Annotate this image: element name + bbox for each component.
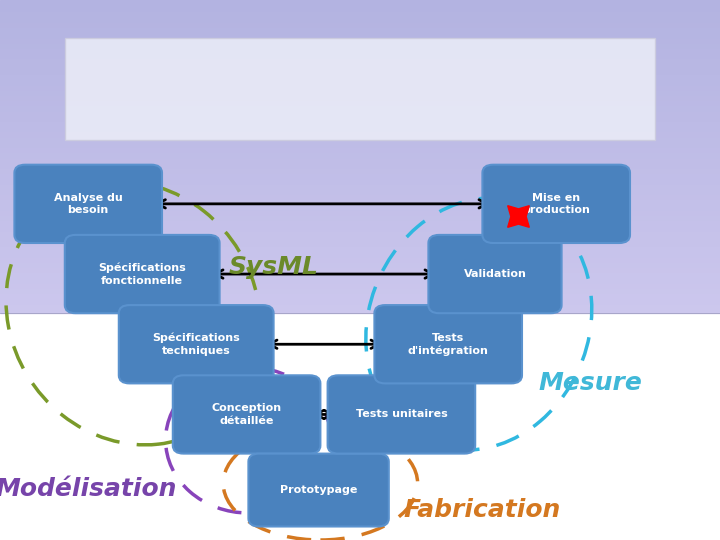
Text: Analyse du
besoin: Analyse du besoin bbox=[54, 193, 122, 215]
Text: Validation: Validation bbox=[464, 269, 526, 279]
Bar bbox=[0, 256, 720, 261]
Bar bbox=[0, 120, 720, 125]
Bar bbox=[0, 204, 720, 209]
Text: Spécifications
fonctionnelle: Spécifications fonctionnelle bbox=[99, 262, 186, 286]
Bar bbox=[0, 240, 720, 245]
Bar bbox=[0, 151, 720, 157]
Bar bbox=[0, 193, 720, 198]
Bar bbox=[0, 198, 720, 204]
Text: Tests
d'intégration: Tests d'intégration bbox=[408, 333, 489, 356]
Bar bbox=[0, 0, 720, 5]
Bar bbox=[0, 57, 720, 63]
FancyBboxPatch shape bbox=[328, 375, 475, 454]
Bar bbox=[0, 303, 720, 308]
Bar bbox=[0, 172, 720, 178]
Bar bbox=[0, 266, 720, 272]
FancyBboxPatch shape bbox=[65, 38, 655, 140]
Text: Mesure: Mesure bbox=[539, 372, 642, 395]
Bar bbox=[0, 251, 720, 256]
Bar bbox=[0, 26, 720, 31]
Bar bbox=[0, 188, 720, 193]
Text: SysML: SysML bbox=[229, 255, 318, 279]
FancyBboxPatch shape bbox=[65, 235, 220, 313]
Bar bbox=[0, 42, 720, 47]
Bar bbox=[0, 230, 720, 235]
Bar bbox=[0, 110, 720, 115]
Bar bbox=[0, 141, 720, 146]
Bar bbox=[0, 37, 720, 42]
Bar bbox=[0, 63, 720, 68]
Bar bbox=[0, 225, 720, 230]
Bar bbox=[0, 89, 720, 94]
FancyBboxPatch shape bbox=[119, 305, 274, 383]
Bar bbox=[0, 5, 720, 10]
Bar bbox=[0, 115, 720, 120]
FancyBboxPatch shape bbox=[482, 165, 630, 243]
Bar bbox=[0, 10, 720, 16]
Bar bbox=[0, 183, 720, 188]
Bar bbox=[0, 313, 720, 540]
Bar bbox=[0, 308, 720, 313]
Bar bbox=[0, 99, 720, 104]
Bar bbox=[0, 84, 720, 89]
Bar bbox=[0, 219, 720, 225]
Text: Spécifications
techniques: Spécifications techniques bbox=[153, 333, 240, 356]
Text: Prototypage: Prototypage bbox=[280, 485, 357, 495]
Bar bbox=[0, 276, 720, 282]
Bar bbox=[0, 78, 720, 84]
FancyBboxPatch shape bbox=[374, 305, 522, 383]
Bar bbox=[0, 21, 720, 26]
Bar bbox=[0, 282, 720, 287]
Text: Modélisation: Modélisation bbox=[0, 477, 177, 501]
Text: Tests unitaires: Tests unitaires bbox=[356, 409, 447, 420]
Bar bbox=[0, 125, 720, 131]
Bar bbox=[0, 261, 720, 266]
Bar bbox=[0, 298, 720, 303]
FancyBboxPatch shape bbox=[248, 454, 389, 526]
Bar bbox=[0, 136, 720, 141]
Bar bbox=[0, 235, 720, 240]
Bar bbox=[0, 292, 720, 298]
Bar bbox=[0, 146, 720, 151]
FancyBboxPatch shape bbox=[173, 375, 320, 454]
Bar bbox=[0, 31, 720, 37]
Bar bbox=[0, 209, 720, 214]
Bar bbox=[0, 16, 720, 21]
Bar bbox=[0, 94, 720, 99]
Bar bbox=[0, 68, 720, 73]
Bar bbox=[0, 178, 720, 183]
Text: Fabrication: Fabrication bbox=[404, 498, 561, 522]
Bar bbox=[0, 157, 720, 162]
Bar bbox=[0, 131, 720, 136]
Bar bbox=[0, 287, 720, 292]
Bar bbox=[0, 245, 720, 251]
FancyBboxPatch shape bbox=[428, 235, 562, 313]
Bar bbox=[0, 167, 720, 172]
Text: Mise en
production: Mise en production bbox=[522, 193, 590, 215]
Bar bbox=[0, 73, 720, 78]
Bar bbox=[0, 272, 720, 276]
Text: Conception
détaillée: Conception détaillée bbox=[212, 403, 282, 426]
Bar bbox=[0, 47, 720, 52]
Bar bbox=[0, 104, 720, 110]
Bar bbox=[0, 162, 720, 167]
FancyBboxPatch shape bbox=[14, 165, 162, 243]
Bar bbox=[0, 214, 720, 219]
Bar bbox=[0, 52, 720, 57]
